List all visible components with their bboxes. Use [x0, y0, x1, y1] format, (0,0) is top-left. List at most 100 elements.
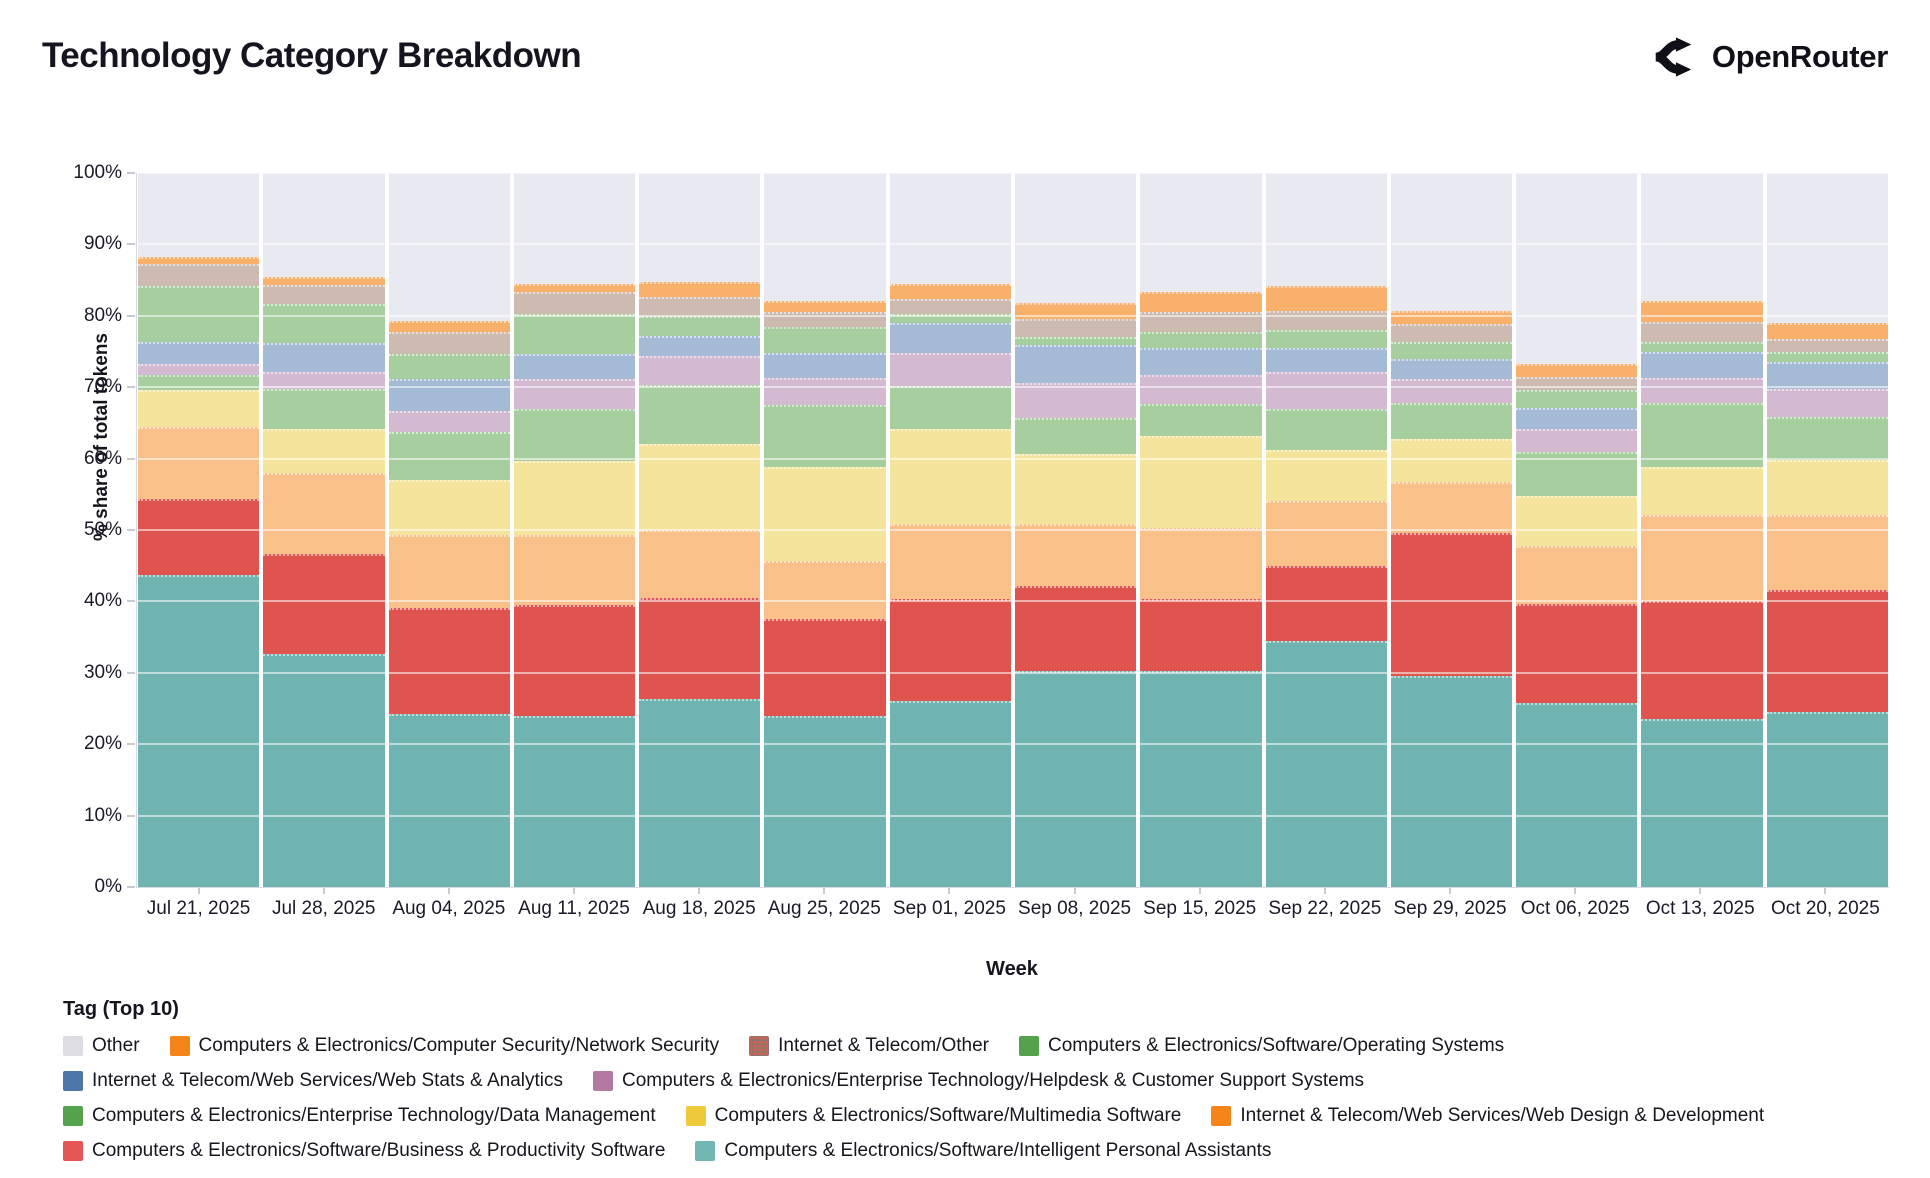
- bar-segment[interactable]: [1516, 390, 1638, 408]
- bar-segment[interactable]: [639, 597, 761, 699]
- bar-segment[interactable]: [138, 173, 260, 257]
- bar-segment[interactable]: [1766, 339, 1888, 352]
- bar-segment[interactable]: [764, 405, 886, 468]
- bar-oct-13-2025[interactable]: [1641, 173, 1763, 887]
- bar-segment[interactable]: [639, 282, 761, 298]
- bar-segment[interactable]: [1390, 482, 1513, 533]
- bar-segment[interactable]: [1641, 173, 1763, 301]
- bar-sep-29-2025[interactable]: [1390, 173, 1513, 887]
- bar-segment[interactable]: [1641, 321, 1763, 343]
- bar-segment[interactable]: [1641, 300, 1763, 322]
- bar-segment[interactable]: [138, 390, 260, 428]
- bar-segment[interactable]: [1641, 515, 1763, 602]
- bar-segment[interactable]: [1265, 408, 1387, 451]
- bar-segment[interactable]: [1014, 586, 1137, 672]
- bar-segment[interactable]: [388, 432, 510, 481]
- bar-segment[interactable]: [1390, 324, 1513, 343]
- bar-segment[interactable]: [1641, 352, 1763, 378]
- bar-segment[interactable]: [889, 298, 1011, 314]
- bar-segment[interactable]: [1516, 429, 1638, 452]
- bar-segment[interactable]: [263, 173, 385, 278]
- bar-segment[interactable]: [1390, 438, 1513, 483]
- bar-segment[interactable]: [1766, 173, 1888, 324]
- bar-segment[interactable]: [639, 443, 761, 531]
- bar-segment[interactable]: [388, 607, 510, 714]
- bar-segment[interactable]: [1140, 173, 1262, 293]
- bar-segment[interactable]: [1516, 377, 1638, 391]
- legend-item[interactable]: Internet & Telecom/Web Services/Web Stat…: [63, 1070, 563, 1092]
- bar-aug-18-2025[interactable]: [639, 173, 761, 887]
- bar-segment[interactable]: [1265, 501, 1387, 566]
- bar-segment[interactable]: [1516, 451, 1638, 497]
- bar-segment[interactable]: [889, 322, 1011, 353]
- bar-segment[interactable]: [1014, 319, 1137, 338]
- bar-segment[interactable]: [138, 375, 260, 391]
- bar-segment[interactable]: [764, 300, 886, 313]
- bar-segment[interactable]: [1516, 546, 1638, 605]
- bar-segment[interactable]: [764, 618, 886, 717]
- bar-segment[interactable]: [263, 277, 385, 286]
- bar-segment[interactable]: [263, 472, 385, 555]
- bar-segment[interactable]: [1265, 285, 1387, 311]
- bar-jul-21-2025[interactable]: [138, 173, 260, 887]
- bar-segment[interactable]: [889, 313, 1011, 323]
- bar-segment[interactable]: [1516, 702, 1638, 887]
- bar-segment[interactable]: [1265, 450, 1387, 502]
- bar-segment[interactable]: [889, 599, 1011, 702]
- bar-segment[interactable]: [138, 342, 260, 365]
- bar-segment[interactable]: [764, 326, 886, 353]
- bar-segment[interactable]: [138, 264, 260, 286]
- bar-segment[interactable]: [263, 303, 385, 343]
- bar-segment[interactable]: [1390, 359, 1513, 380]
- bar-segment[interactable]: [1766, 712, 1888, 887]
- bar-segment[interactable]: [513, 716, 636, 887]
- bar-segment[interactable]: [1014, 303, 1137, 320]
- bar-segment[interactable]: [1014, 345, 1137, 383]
- bar-segment[interactable]: [1516, 364, 1638, 378]
- bar-segment[interactable]: [889, 352, 1011, 386]
- bar-segment[interactable]: [764, 560, 886, 619]
- bar-segment[interactable]: [263, 388, 385, 430]
- bar-segment[interactable]: [1766, 417, 1888, 461]
- bar-segment[interactable]: [138, 285, 260, 343]
- bar-segment[interactable]: [1641, 718, 1763, 887]
- bar-segment[interactable]: [764, 377, 886, 406]
- bar-segment[interactable]: [1641, 467, 1763, 516]
- bar-segment[interactable]: [1140, 527, 1262, 600]
- bar-segment[interactable]: [138, 364, 260, 376]
- bar-segment[interactable]: [513, 313, 636, 354]
- bar-segment[interactable]: [1014, 382, 1137, 418]
- bar-segment[interactable]: [1265, 310, 1387, 331]
- bar-segment[interactable]: [513, 408, 636, 461]
- bar-segment[interactable]: [889, 524, 1011, 600]
- bar-segment[interactable]: [138, 574, 260, 887]
- bar-segment[interactable]: [1265, 173, 1387, 286]
- bar-segment[interactable]: [1014, 417, 1137, 455]
- bar-sep-01-2025[interactable]: [889, 173, 1011, 887]
- legend-item[interactable]: Computers & Electronics/Software/Busines…: [63, 1140, 665, 1162]
- legend-item[interactable]: Internet & Telecom/Web Services/Web Desi…: [1211, 1105, 1764, 1127]
- legend-item[interactable]: Computers & Electronics/Software/Multime…: [685, 1105, 1181, 1127]
- bar-segment[interactable]: [764, 312, 886, 327]
- bar-sep-08-2025[interactable]: [1014, 173, 1137, 887]
- bar-segment[interactable]: [388, 331, 510, 355]
- bar-aug-11-2025[interactable]: [513, 173, 636, 887]
- bar-segment[interactable]: [1014, 454, 1137, 525]
- bar-segment[interactable]: [639, 385, 761, 444]
- bar-segment[interactable]: [639, 315, 761, 336]
- bar-segment[interactable]: [1014, 524, 1137, 587]
- bar-segment[interactable]: [138, 427, 260, 499]
- legend-item[interactable]: Computers & Electronics/Software/Operati…: [1018, 1035, 1504, 1057]
- bar-sep-22-2025[interactable]: [1265, 173, 1387, 887]
- bar-segment[interactable]: [513, 283, 636, 293]
- legend-item[interactable]: Computers & Electronics/Enterprise Techn…: [63, 1105, 656, 1127]
- bar-segment[interactable]: [1641, 377, 1763, 403]
- bar-oct-06-2025[interactable]: [1516, 173, 1638, 887]
- bar-segment[interactable]: [138, 498, 260, 575]
- bar-segment[interactable]: [639, 355, 761, 386]
- bar-segment[interactable]: [513, 379, 636, 409]
- bar-segment[interactable]: [513, 460, 636, 536]
- legend-item[interactable]: Internet & Telecom/Other: [749, 1035, 989, 1057]
- bar-sep-15-2025[interactable]: [1140, 173, 1262, 887]
- bar-segment[interactable]: [1516, 407, 1638, 430]
